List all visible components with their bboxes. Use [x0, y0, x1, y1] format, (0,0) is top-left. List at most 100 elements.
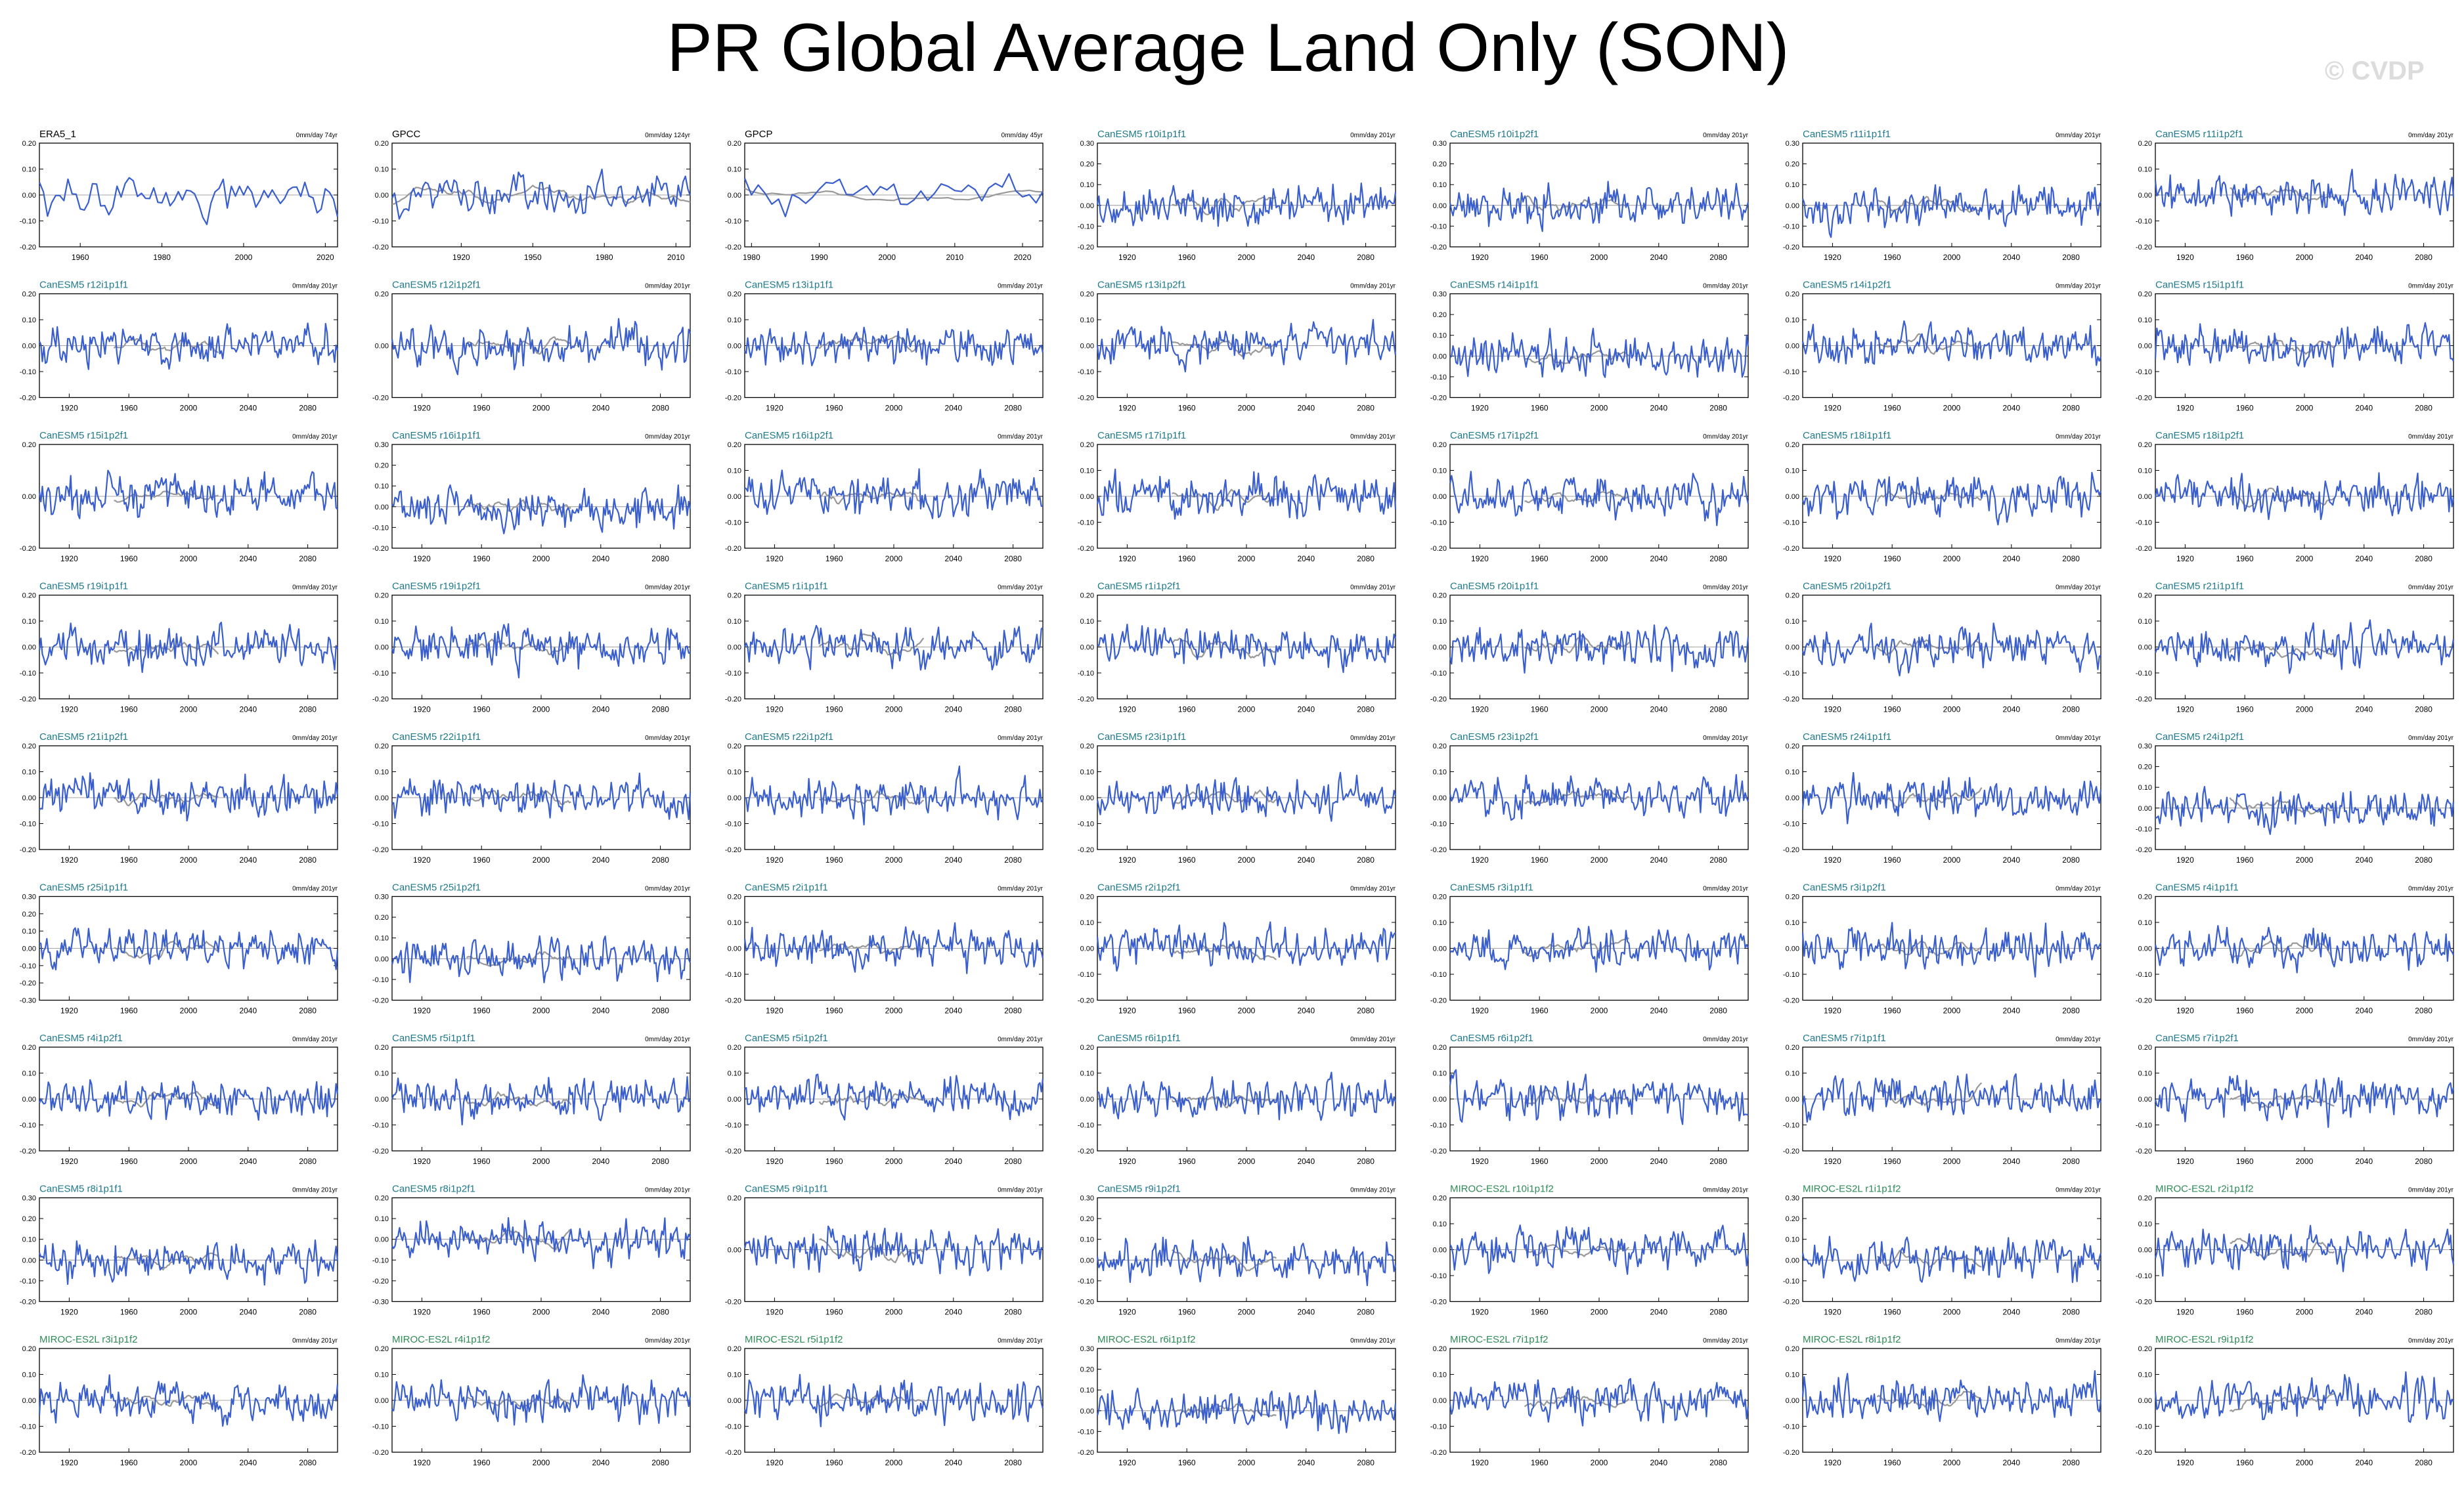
y-tick-label: -0.10 — [1078, 971, 1094, 979]
y-tick-label: 0.10 — [1080, 769, 1094, 777]
x-tick-label: 2000 — [180, 1006, 198, 1016]
panel-units: 0mm/day 201yr — [2408, 283, 2454, 290]
panel-units: 0mm/day 201yr — [292, 735, 338, 742]
y-tick-label: 0.00 — [22, 945, 36, 953]
x-tick-label: 2040 — [1650, 1458, 1667, 1467]
series-line — [2154, 1371, 2454, 1423]
x-tick-label: 1960 — [120, 1458, 138, 1467]
x-tick-label: 1960 — [1883, 1458, 1901, 1467]
y-tick-label: 0.10 — [728, 316, 741, 324]
x-tick-label: 1920 — [413, 705, 431, 714]
y-tick-label: 0.00 — [728, 343, 741, 351]
x-tick-label: 2080 — [2062, 1458, 2080, 1467]
x-tick-label: 1960 — [1531, 404, 1549, 413]
y-tick-label: 0.20 — [1433, 894, 1447, 901]
panel-label: CanESM5 r12i1p1f1 — [39, 280, 128, 291]
series-line — [743, 624, 1044, 671]
y-tick-label: 0.00 — [1080, 343, 1094, 351]
y-tick-label: 0.00 — [375, 504, 389, 511]
plot-frame — [1097, 1197, 1396, 1303]
panel-label: CanESM5 r18i1p2f1 — [2155, 430, 2244, 441]
y-tick-label: 0.20 — [2138, 441, 2152, 449]
y-tick-label: 0.10 — [2138, 1070, 2152, 1078]
x-tick-label: 1960 — [1883, 404, 1901, 413]
panel-label: CanESM5 r25i1p1f1 — [39, 882, 128, 894]
x-tick-label: 2080 — [299, 404, 317, 413]
panel-units: 0mm/day 201yr — [1350, 584, 1396, 592]
x-tick-label: 2000 — [180, 1157, 198, 1166]
y-tick-label: 0.00 — [728, 644, 741, 652]
y-tick-label: 0.10 — [1433, 1371, 1447, 1379]
x-tick-label: 2080 — [2415, 1308, 2432, 1317]
y-tick-label: -0.10 — [2136, 670, 2152, 678]
x-tick-label: 2020 — [317, 253, 334, 262]
x-tick-label: 2040 — [2355, 855, 2373, 865]
panel: CanESM5 r5i1p1f1 0mm/day 201yr 0.20 0.10 0.0… — [372, 1033, 691, 1166]
y-tick-label: -0.10 — [2136, 519, 2152, 527]
x-tick-label: 2080 — [1357, 705, 1375, 714]
y-tick-label: 0.00 — [1786, 343, 1799, 351]
y-tick-label: -0.20 — [20, 1148, 36, 1155]
panel-label: CanESM5 r4i1p2f1 — [39, 1033, 123, 1044]
reference-line — [818, 1238, 924, 1264]
y-tick-label: 0.00 — [1786, 1397, 1799, 1405]
y-tick-label: 0.00 — [1433, 493, 1447, 501]
panel-label: CanESM5 r24i1p1f1 — [1803, 731, 1891, 743]
y-tick-label: -0.20 — [725, 1449, 741, 1457]
x-tick-label: 2080 — [1357, 855, 1375, 865]
x-tick-label: 1960 — [1178, 1308, 1196, 1317]
x-tick-label: 2040 — [2002, 1458, 2020, 1467]
y-tick-label: 0.20 — [1786, 441, 1799, 449]
y-tick-label: -0.10 — [1078, 821, 1094, 829]
y-tick-label: 0.10 — [1786, 181, 1799, 189]
panel-units: 0mm/day 201yr — [1703, 132, 1749, 139]
panel-units: 0mm/day 201yr — [1703, 584, 1749, 592]
y-tick-label: -0.10 — [1430, 374, 1447, 381]
panel: CanESM5 r15i1p2f1 0mm/day 201yr 0.20 0.00 -0… — [20, 430, 338, 563]
x-tick-label: 1920 — [413, 1458, 431, 1467]
x-tick-label: 2000 — [2296, 253, 2314, 262]
panel-units: 0mm/day 201yr — [645, 283, 691, 290]
x-tick-label: 2000 — [533, 1458, 550, 1467]
y-tick-label: 0.00 — [2138, 1247, 2152, 1255]
panel-label: GPCP — [745, 129, 773, 140]
y-tick-label: 0.20 — [375, 140, 389, 148]
panel: MIROC-ES2L r7i1p1f2 0mm/day 201yr 0.20 0.10… — [1430, 1334, 1749, 1467]
panel: CanESM5 r4i1p1f1 0mm/day 201yr 0.20 0.10 0.0… — [2136, 882, 2454, 1016]
panel-units: 0mm/day 201yr — [1350, 886, 1396, 893]
y-tick-label: 0.00 — [1786, 1257, 1799, 1264]
y-tick-label: 0.00 — [375, 1096, 389, 1104]
panel: CanESM5 r18i1p2f1 0mm/day 201yr 0.20 0.10 0.… — [2136, 430, 2455, 563]
panel-units: 0mm/day 201yr — [1703, 1337, 1749, 1345]
panel: GPCC 0mm/day 124yr 0.20 0.10 0.00 -0.10 -0.20 1… — [372, 129, 692, 262]
y-tick-label: 0.00 — [728, 192, 741, 200]
series-line — [1801, 622, 2101, 677]
panel-label: CanESM5 r15i1p2f1 — [39, 430, 128, 441]
y-tick-label: 0.10 — [1080, 316, 1094, 324]
y-tick-label: 0.00 — [2138, 805, 2152, 813]
y-tick-label: -0.20 — [1430, 545, 1447, 553]
y-tick-label: 0.10 — [22, 618, 36, 626]
y-tick-label: -0.10 — [372, 1257, 389, 1264]
panel: CanESM5 r14i1p2f1 0mm/day 201yr 0.20 0.10 0.… — [1783, 280, 2102, 413]
panel: CanESM5 r6i1p1f1 0mm/day 201yr 0.20 0.10 0.0… — [1078, 1033, 1397, 1166]
x-tick-label: 1960 — [825, 1157, 843, 1166]
x-tick-label: 2080 — [2415, 1157, 2432, 1166]
y-tick-label: 0.20 — [375, 1195, 389, 1203]
panel: CanESM5 r12i1p2f1 0mm/day 201yr 0.20 0.00 -0… — [372, 280, 692, 413]
x-tick-label: 1920 — [1118, 554, 1136, 563]
x-tick-label: 2000 — [1943, 1458, 1961, 1467]
panel-label: CanESM5 r23i1p2f1 — [1450, 731, 1539, 743]
panel: CanESM5 r20i1p1f1 0mm/day 201yr 0.20 0.10 0.… — [1430, 581, 1749, 714]
panel: CanESM5 r22i1p2f1 0mm/day 201yr 0.20 0.10 0.… — [725, 731, 1044, 865]
y-tick-label: 0.20 — [1433, 441, 1447, 449]
series-line — [1097, 1071, 1397, 1121]
y-tick-label: 0.00 — [22, 1397, 36, 1405]
panel-label: CanESM5 r7i1p1f1 — [1803, 1033, 1886, 1044]
x-tick-label: 1920 — [60, 855, 78, 865]
panel: CanESM5 r5i1p2f1 0mm/day 201yr 0.20 0.10 0.0… — [725, 1033, 1044, 1166]
panel: MIROC-ES2L r5i1p1f2 0mm/day 201yr 0.20 0.10… — [725, 1334, 1044, 1467]
x-tick-label: 2010 — [946, 253, 964, 262]
y-tick-label: -0.10 — [725, 218, 741, 226]
